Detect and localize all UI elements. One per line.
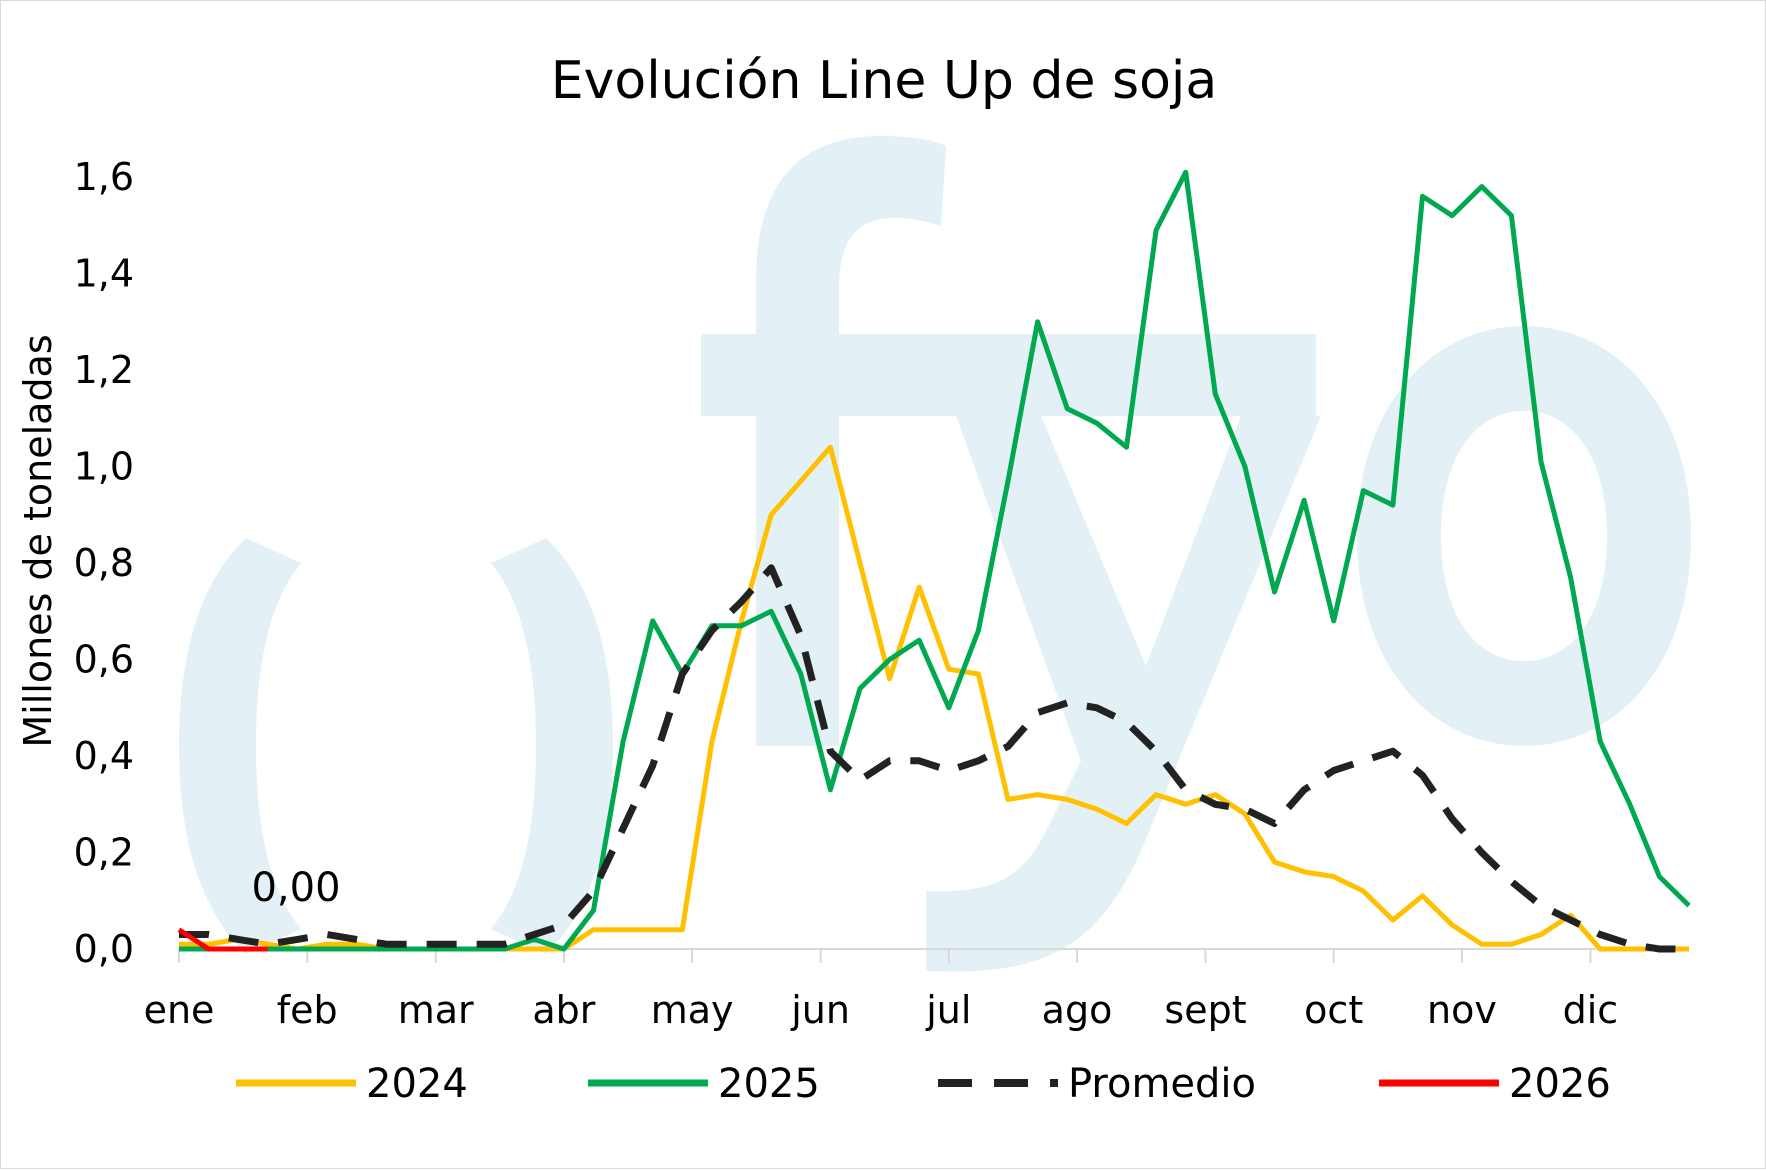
- legend-item-2025: 2025: [588, 1061, 820, 1107]
- x-tick-label: oct: [1304, 988, 1363, 1032]
- y-tick-label: 1,4: [74, 252, 134, 296]
- legend-item-2026: 2026: [1379, 1061, 1611, 1107]
- x-tick-label: jul: [925, 988, 971, 1032]
- x-tick-label: may: [651, 988, 734, 1032]
- x-tick-label: ene: [144, 988, 215, 1032]
- y-tick-label: 1,2: [74, 348, 134, 392]
- x-tick-label: jun: [790, 988, 850, 1032]
- y-axis-title: Millones de toneladas: [16, 334, 60, 747]
- legend-label-promedio: Promedio: [1068, 1061, 1256, 1107]
- x-tick-label: mar: [398, 988, 474, 1032]
- annotation-label-2026: 0,00: [251, 865, 340, 911]
- x-tick-label: nov: [1427, 988, 1497, 1032]
- x-tick-label: sept: [1164, 988, 1246, 1032]
- x-tick-label: dic: [1563, 988, 1619, 1032]
- series-line-promedio: [179, 564, 1689, 953]
- x-tick-label: ago: [1042, 988, 1113, 1032]
- y-tick-label: 0,4: [74, 734, 134, 778]
- fyo-watermark-logo: [179, 136, 1691, 972]
- y-tick-label: 0,0: [74, 927, 134, 971]
- y-tick-label: 0,2: [74, 831, 134, 875]
- y-tick-label: 1,6: [74, 155, 134, 199]
- y-axis-ticks: 0,0 0,2 0,4 0,6 0,8 1,0 1,2 1,4 1,6: [74, 155, 134, 971]
- series-lines: [177, 169, 1691, 953]
- series-line-2026: [177, 927, 268, 952]
- x-tick-label: abr: [532, 988, 595, 1032]
- legend-label-2025: 2025: [718, 1061, 820, 1107]
- y-tick-label: 0,6: [74, 638, 134, 682]
- x-axis-ticks: ene feb mar abr may jun jul ago sept oct nov dic: [144, 949, 1619, 1032]
- y-tick-label: 0,8: [74, 541, 134, 585]
- y-tick-label: 1,0: [74, 445, 134, 489]
- chart-title: Evolución Line Up de soja: [551, 51, 1217, 111]
- x-tick-label: feb: [277, 988, 338, 1032]
- legend-label-2026: 2026: [1509, 1061, 1611, 1107]
- series-line-2025: [179, 169, 1691, 952]
- legend: 2024 2025 Promedio 2026: [236, 1061, 1611, 1107]
- legend-item-2024: 2024: [236, 1061, 468, 1107]
- legend-label-2024: 2024: [366, 1061, 468, 1107]
- legend-item-promedio: Promedio: [938, 1061, 1256, 1107]
